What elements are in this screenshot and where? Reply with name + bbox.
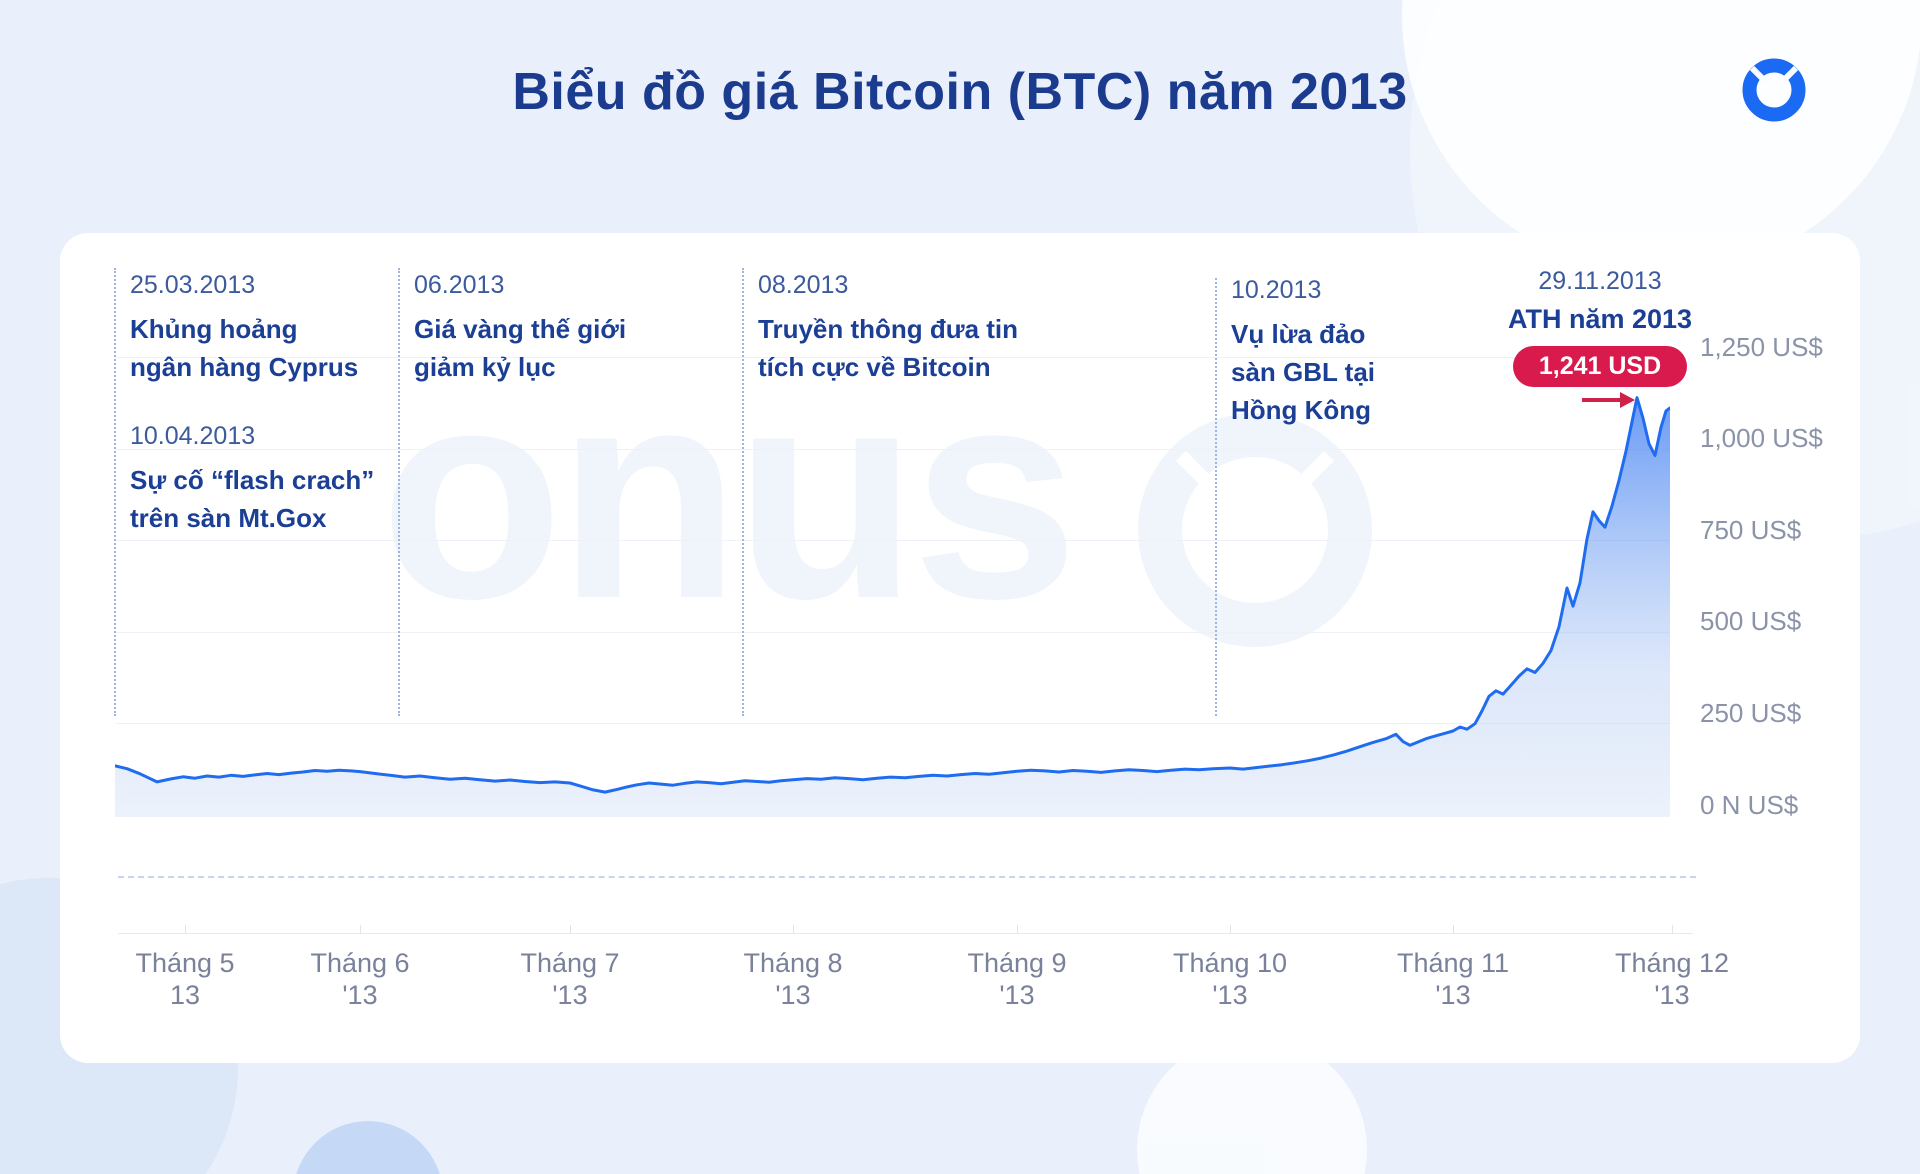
annotation-text: Giá vàng thế giới [414, 314, 627, 344]
annotation-text: Hồng Kông [1231, 395, 1372, 425]
annotation-cyprus: 25.03.2013 Khủng hoảng ngân hàng Cyprus [130, 271, 358, 386]
x-axis-line [118, 933, 1693, 934]
annotation-date: 06.2013 [414, 271, 505, 299]
annotation-text: sàn GBL tại [1231, 357, 1376, 387]
annotation-text: Sự cố “flash crach” [130, 465, 375, 495]
y-axis-label: 500 US$ [1700, 606, 1802, 636]
x-axis-tick [1017, 925, 1018, 933]
x-axis-tick [1230, 925, 1231, 933]
price-line [115, 396, 1670, 794]
y-axis-label: 750 US$ [1700, 515, 1802, 545]
event-divider-2 [398, 268, 400, 716]
x-axis-label: Tháng 11'13 [1396, 948, 1510, 1010]
annotation-date: 10.04.2013 [130, 422, 256, 450]
y-axis-label: 0 N US$ [1700, 790, 1799, 820]
x-axis-label: Tháng 7'13 [520, 948, 620, 1010]
chart-card: onus [60, 233, 1860, 1063]
x-axis-tick [1453, 925, 1454, 933]
gridline-1000 [115, 449, 1670, 450]
annotation-ath: 29.11.2013 ATH năm 2013 1,241 USD [1475, 267, 1725, 387]
gridline-250 [115, 723, 1670, 724]
annotation-text: giảm kỷ lục [414, 352, 556, 382]
annotation-text: tích cực về Bitcoin [758, 352, 991, 382]
annotation-gold: 06.2013 Giá vàng thế giới giảm kỷ lục [414, 271, 626, 386]
price-area-chart [115, 396, 1670, 817]
x-axis-label: Tháng 10'13 [1172, 948, 1288, 1010]
gridline-750 [115, 540, 1670, 541]
event-divider-1 [114, 268, 116, 716]
dashed-divider [118, 876, 1696, 878]
annotation-gbl: 10.2013 Vụ lừa đảo sàn GBL tại Hồng Kông [1231, 276, 1375, 429]
annotation-text: Vụ lừa đảo [1231, 319, 1366, 349]
x-axis-tick [793, 925, 794, 933]
x-axis-label: Tháng 9'13 [967, 948, 1067, 1010]
x-axis-tick [360, 925, 361, 933]
page-title: Biểu đồ giá Bitcoin (BTC) năm 2013 [512, 63, 1408, 121]
annotation-text: Truyền thông đưa tin [758, 314, 1019, 344]
y-axis-label: 1,250 US$ [1700, 332, 1823, 362]
x-axis-label: Tháng 5 13 [135, 948, 235, 1010]
y-axis-label: 1,000 US$ [1700, 423, 1823, 453]
annotation-text: Khủng hoảng [130, 314, 298, 344]
event-divider-4 [1215, 278, 1217, 716]
onus-logo-icon [1742, 58, 1806, 122]
annotation-date: 29.11.2013 [1538, 267, 1662, 295]
annotation-text: trên sàn Mt.Gox [130, 503, 327, 533]
annotation-mtgox: 10.04.2013 Sự cố “flash crach” trên sàn … [130, 422, 374, 537]
x-axis-label: Tháng 6'13 [310, 948, 410, 1010]
annotation-date: 25.03.2013 [130, 271, 256, 299]
annotation-text: ATH năm 2013 [1507, 304, 1693, 334]
annotation-text: ngân hàng Cyprus [130, 352, 359, 382]
decor-circle-bottom-blue [293, 1121, 443, 1174]
event-divider-3 [742, 268, 744, 716]
onus-watermark-text: onus [380, 325, 1079, 661]
gridline-1250 [115, 357, 1670, 358]
x-axis-label: Tháng 12'13 [1614, 948, 1730, 1010]
gridline-500 [115, 632, 1670, 633]
y-axis-label: 250 US$ [1700, 698, 1802, 728]
x-axis-tick [185, 925, 186, 933]
x-axis-tick [1672, 925, 1673, 933]
ath-arrow-icon [1582, 392, 1635, 408]
annotation-media: 08.2013 Truyền thông đưa tin tích cực về… [758, 271, 1018, 386]
x-axis-label: Tháng 8'13 [743, 948, 843, 1010]
annotation-date: 08.2013 [758, 271, 849, 299]
annotation-date: 10.2013 [1231, 276, 1322, 304]
x-axis-tick [570, 925, 571, 933]
ath-value-badge: 1,241 USD [1512, 346, 1688, 387]
